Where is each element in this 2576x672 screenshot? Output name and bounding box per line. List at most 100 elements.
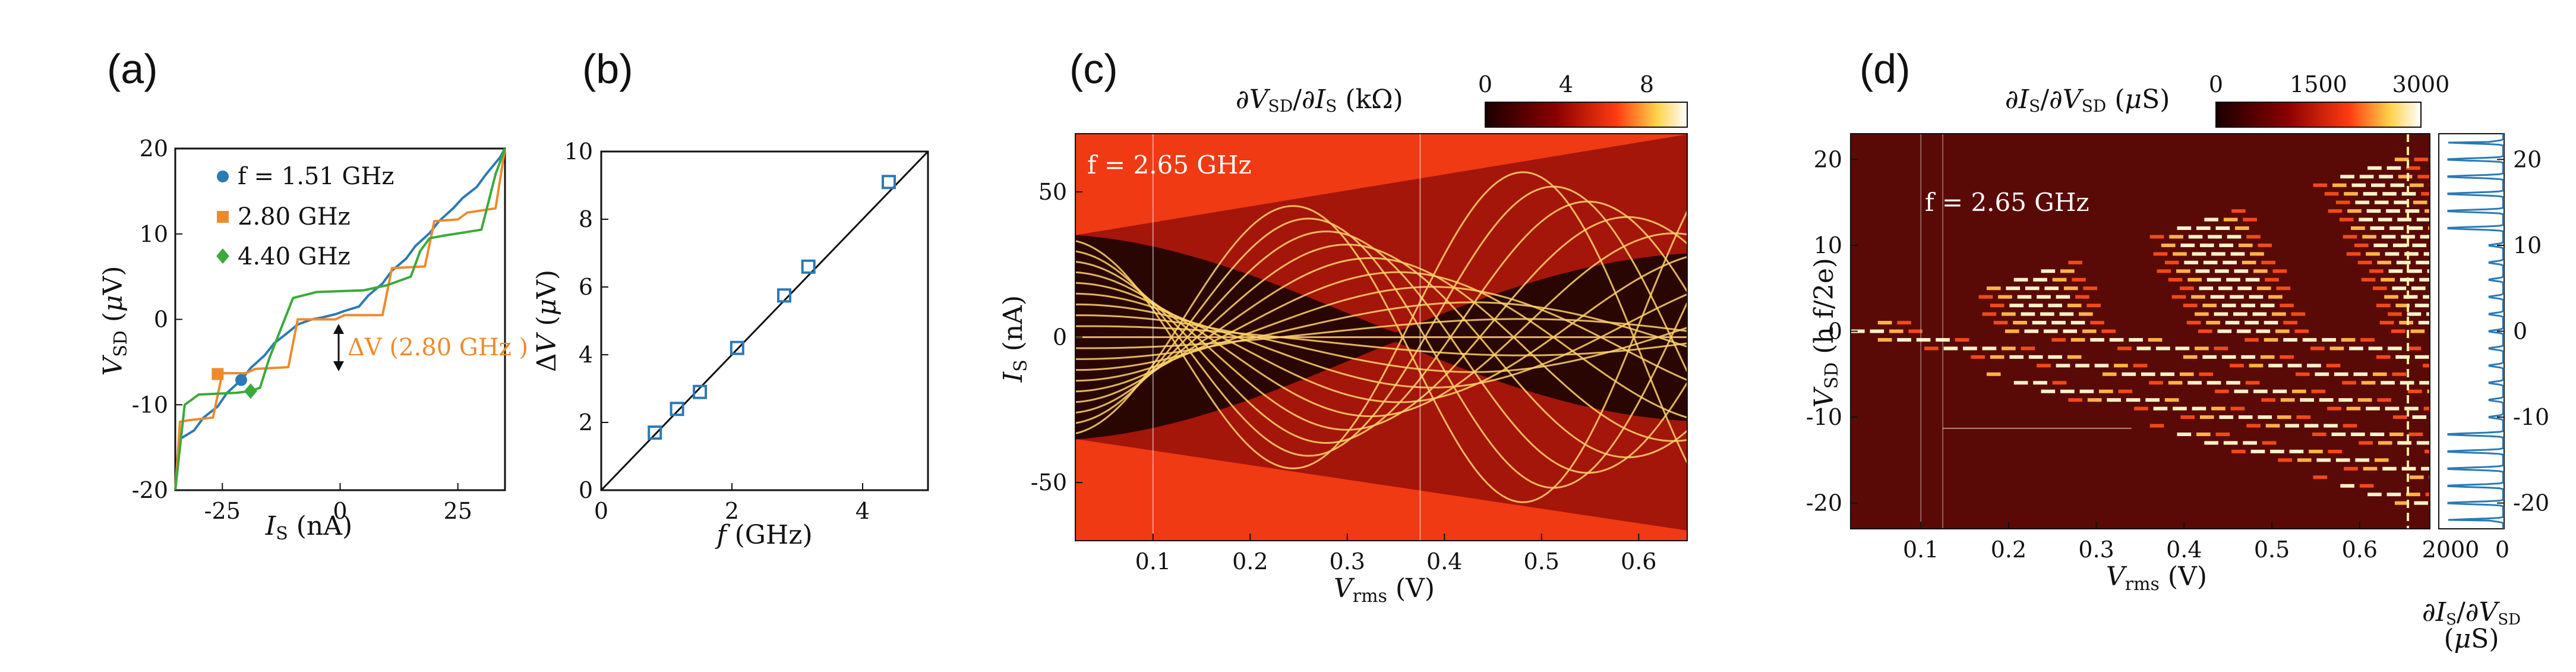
- d-step-dash: [2048, 304, 2063, 308]
- d-step-dash: [2359, 484, 2374, 488]
- d-step-dash: [2199, 415, 2214, 419]
- side-xtick-label: 2000: [2422, 537, 2480, 563]
- d-step-dash: [2372, 372, 2387, 376]
- d-step-dash: [2386, 166, 2401, 170]
- d-step-dash: [2238, 243, 2253, 247]
- d-step-dash: [2186, 321, 2201, 325]
- d-step-dash: [2313, 183, 2328, 187]
- d-step-dash: [2373, 243, 2388, 247]
- d-step-dash: [2217, 329, 2232, 333]
- d-step-dash: [2006, 286, 2021, 291]
- d-ytick-label: -20: [1806, 490, 1842, 516]
- d-step-dash: [2087, 398, 2102, 402]
- chart-d-colorbar-label: ∂IS/∂VSD (μS): [2005, 84, 2170, 116]
- d-step-dash: [2157, 269, 2171, 273]
- d-step-dash: [2344, 192, 2358, 196]
- d-step-dash: [2324, 424, 2338, 428]
- a-xtick-label: 0: [333, 498, 347, 524]
- d-ytick-label: 20: [1814, 146, 1842, 172]
- d-step-dash: [2188, 235, 2203, 239]
- c-fringe-line: [1075, 271, 1687, 419]
- a-marker: [235, 374, 247, 386]
- d-step-dash: [2044, 286, 2059, 291]
- d-step-dash: [2206, 321, 2220, 325]
- d-step-dash: [2133, 364, 2148, 368]
- d-step-dash: [2405, 209, 2420, 213]
- d-step-dash: [2221, 355, 2236, 359]
- a-ytick-label: 0: [154, 307, 168, 333]
- d-step-dash: [2234, 389, 2249, 393]
- d-step-dash: [2145, 398, 2160, 402]
- d-step-dash: [2184, 260, 2198, 264]
- d-step-dash: [2177, 226, 2192, 231]
- b-fit-line: [600, 150, 929, 491]
- d-step-dash: [2363, 466, 2378, 471]
- d-step-dash: [2231, 449, 2246, 453]
- d-step-dash: [2252, 312, 2267, 316]
- d-step-dash: [2423, 364, 2430, 368]
- d-step-dash: [2196, 432, 2211, 436]
- d-step-dash: [2223, 441, 2238, 445]
- d-step-dash: [2206, 277, 2221, 282]
- d-step-dash: [2199, 372, 2214, 376]
- d-step-dash: [2408, 226, 2423, 231]
- d-step-dash: [2385, 252, 2400, 256]
- d-step-dash: [2173, 406, 2187, 411]
- d-step-dash: [2226, 381, 2240, 385]
- d-step-dash: [2021, 346, 2035, 351]
- d-step-dash: [2215, 389, 2229, 393]
- d-step-dash: [2392, 415, 2407, 419]
- d-step-dash: [2309, 449, 2323, 453]
- chart-d-xlabel: Vrms (V): [2106, 561, 2207, 595]
- d-xtick-label: 0.5: [2254, 537, 2290, 563]
- chart-c-inset: f = 2.65 GHz: [1087, 150, 1252, 179]
- d-step-dash: [2361, 381, 2376, 385]
- d-step-dash: [1908, 329, 1923, 333]
- d-step-dash: [2335, 458, 2350, 462]
- chart-d: 0.1 0.2 0.3 0.4 0.5 0.6 20 10 0 -10 -20 f = 2.65 G…: [1806, 71, 2549, 654]
- c-xtick-label: 0.3: [1330, 548, 1365, 575]
- legend-label-2: 2.80 GHz: [238, 203, 351, 231]
- d-step-dash: [2033, 381, 2047, 385]
- d-step-dash: [2376, 355, 2391, 359]
- d-step-dash: [2060, 269, 2075, 273]
- d-step-dash: [2246, 424, 2261, 428]
- c-fringe-line: [1075, 232, 1687, 418]
- legend-label-1: f = 1.51 GHz: [238, 163, 394, 190]
- d-step-dash: [2056, 295, 2070, 299]
- d-step-dash: [2285, 424, 2299, 428]
- d-step-dash: [2059, 312, 2074, 316]
- d-step-dash: [2398, 175, 2413, 179]
- d-step-dash: [2118, 389, 2133, 393]
- d-step-dash: [2427, 389, 2430, 393]
- d-step-dash: [2397, 217, 2411, 222]
- d-ytick-label: 0: [1828, 318, 1842, 345]
- d-step-dash: [2075, 364, 2089, 368]
- a-ytick-label: -10: [132, 392, 168, 418]
- d-step-dash: [2391, 329, 2405, 333]
- d-step-dash: [2386, 209, 2400, 213]
- d-step-dash: [2258, 243, 2272, 247]
- d-step-dash: [2122, 372, 2136, 376]
- c-fringe-line: [1075, 293, 1687, 389]
- d-step-dash: [2276, 286, 2291, 291]
- d-step-dash: [2283, 321, 2297, 325]
- delta-v-annotation: ΔV (2.80 GHz ): [333, 324, 528, 371]
- d-step-dash: [2406, 493, 2420, 497]
- d-step-dash: [2423, 295, 2430, 299]
- d-step-dash: [2339, 217, 2354, 222]
- c-ytick-label: 0: [1053, 324, 1067, 351]
- d-step-dash: [1990, 304, 2004, 308]
- d-step-dash: [2362, 235, 2376, 239]
- d-step-dash: [2421, 466, 2430, 471]
- b-ytick-label: 4: [579, 342, 593, 368]
- d-step-dash: [2370, 226, 2385, 231]
- d-step-dash: [2392, 243, 2407, 247]
- d-step-dash: [2198, 329, 2212, 333]
- d-step-dash: [2241, 304, 2256, 308]
- d-step-dash: [2382, 192, 2397, 196]
- d-step-dash: [2371, 183, 2385, 187]
- d-step-dash: [2225, 321, 2240, 325]
- d-step-dash: [2226, 277, 2240, 282]
- d-step-dash: [2374, 458, 2389, 462]
